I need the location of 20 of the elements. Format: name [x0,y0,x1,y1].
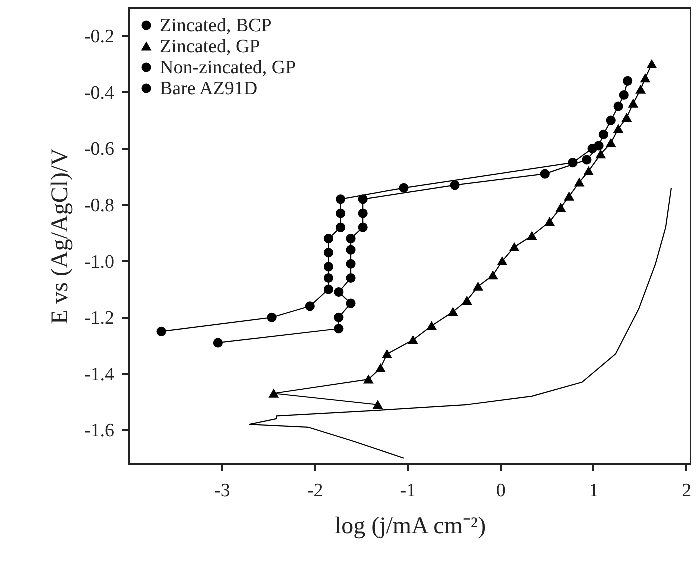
y-tick-label: -0.8 [84,196,114,217]
x-tick-label: 0 [496,480,506,502]
x-tick-label: -2 [307,480,324,502]
y-tick-label: -1.6 [84,420,114,442]
y-tick-label: -0.6 [84,139,114,160]
y-tick-label: -0.4 [84,82,115,104]
y-tick-label: -1.2 [84,308,114,330]
y-tick-label: -1.0 [84,252,114,273]
legend-label: Zincated, BCP [160,16,272,36]
x-tick-label: -3 [214,480,230,502]
legend-label: Non-zincated, GP [160,58,296,78]
y-axis-title: E vs (Ag/AgCl)/V [47,148,74,324]
x-axis-title: log (j/mA cm⁻²) [334,514,486,540]
legend-label: Zincated, GP [160,36,260,58]
x-tick-label: 2 [682,480,692,502]
x-tick-label: -1 [400,480,416,502]
x-tick-label: 1 [589,480,599,502]
y-tick-label: -0.2 [84,26,114,48]
legend-label: Bare AZ91D [160,78,258,100]
y-tick-label: -1.4 [84,364,115,386]
